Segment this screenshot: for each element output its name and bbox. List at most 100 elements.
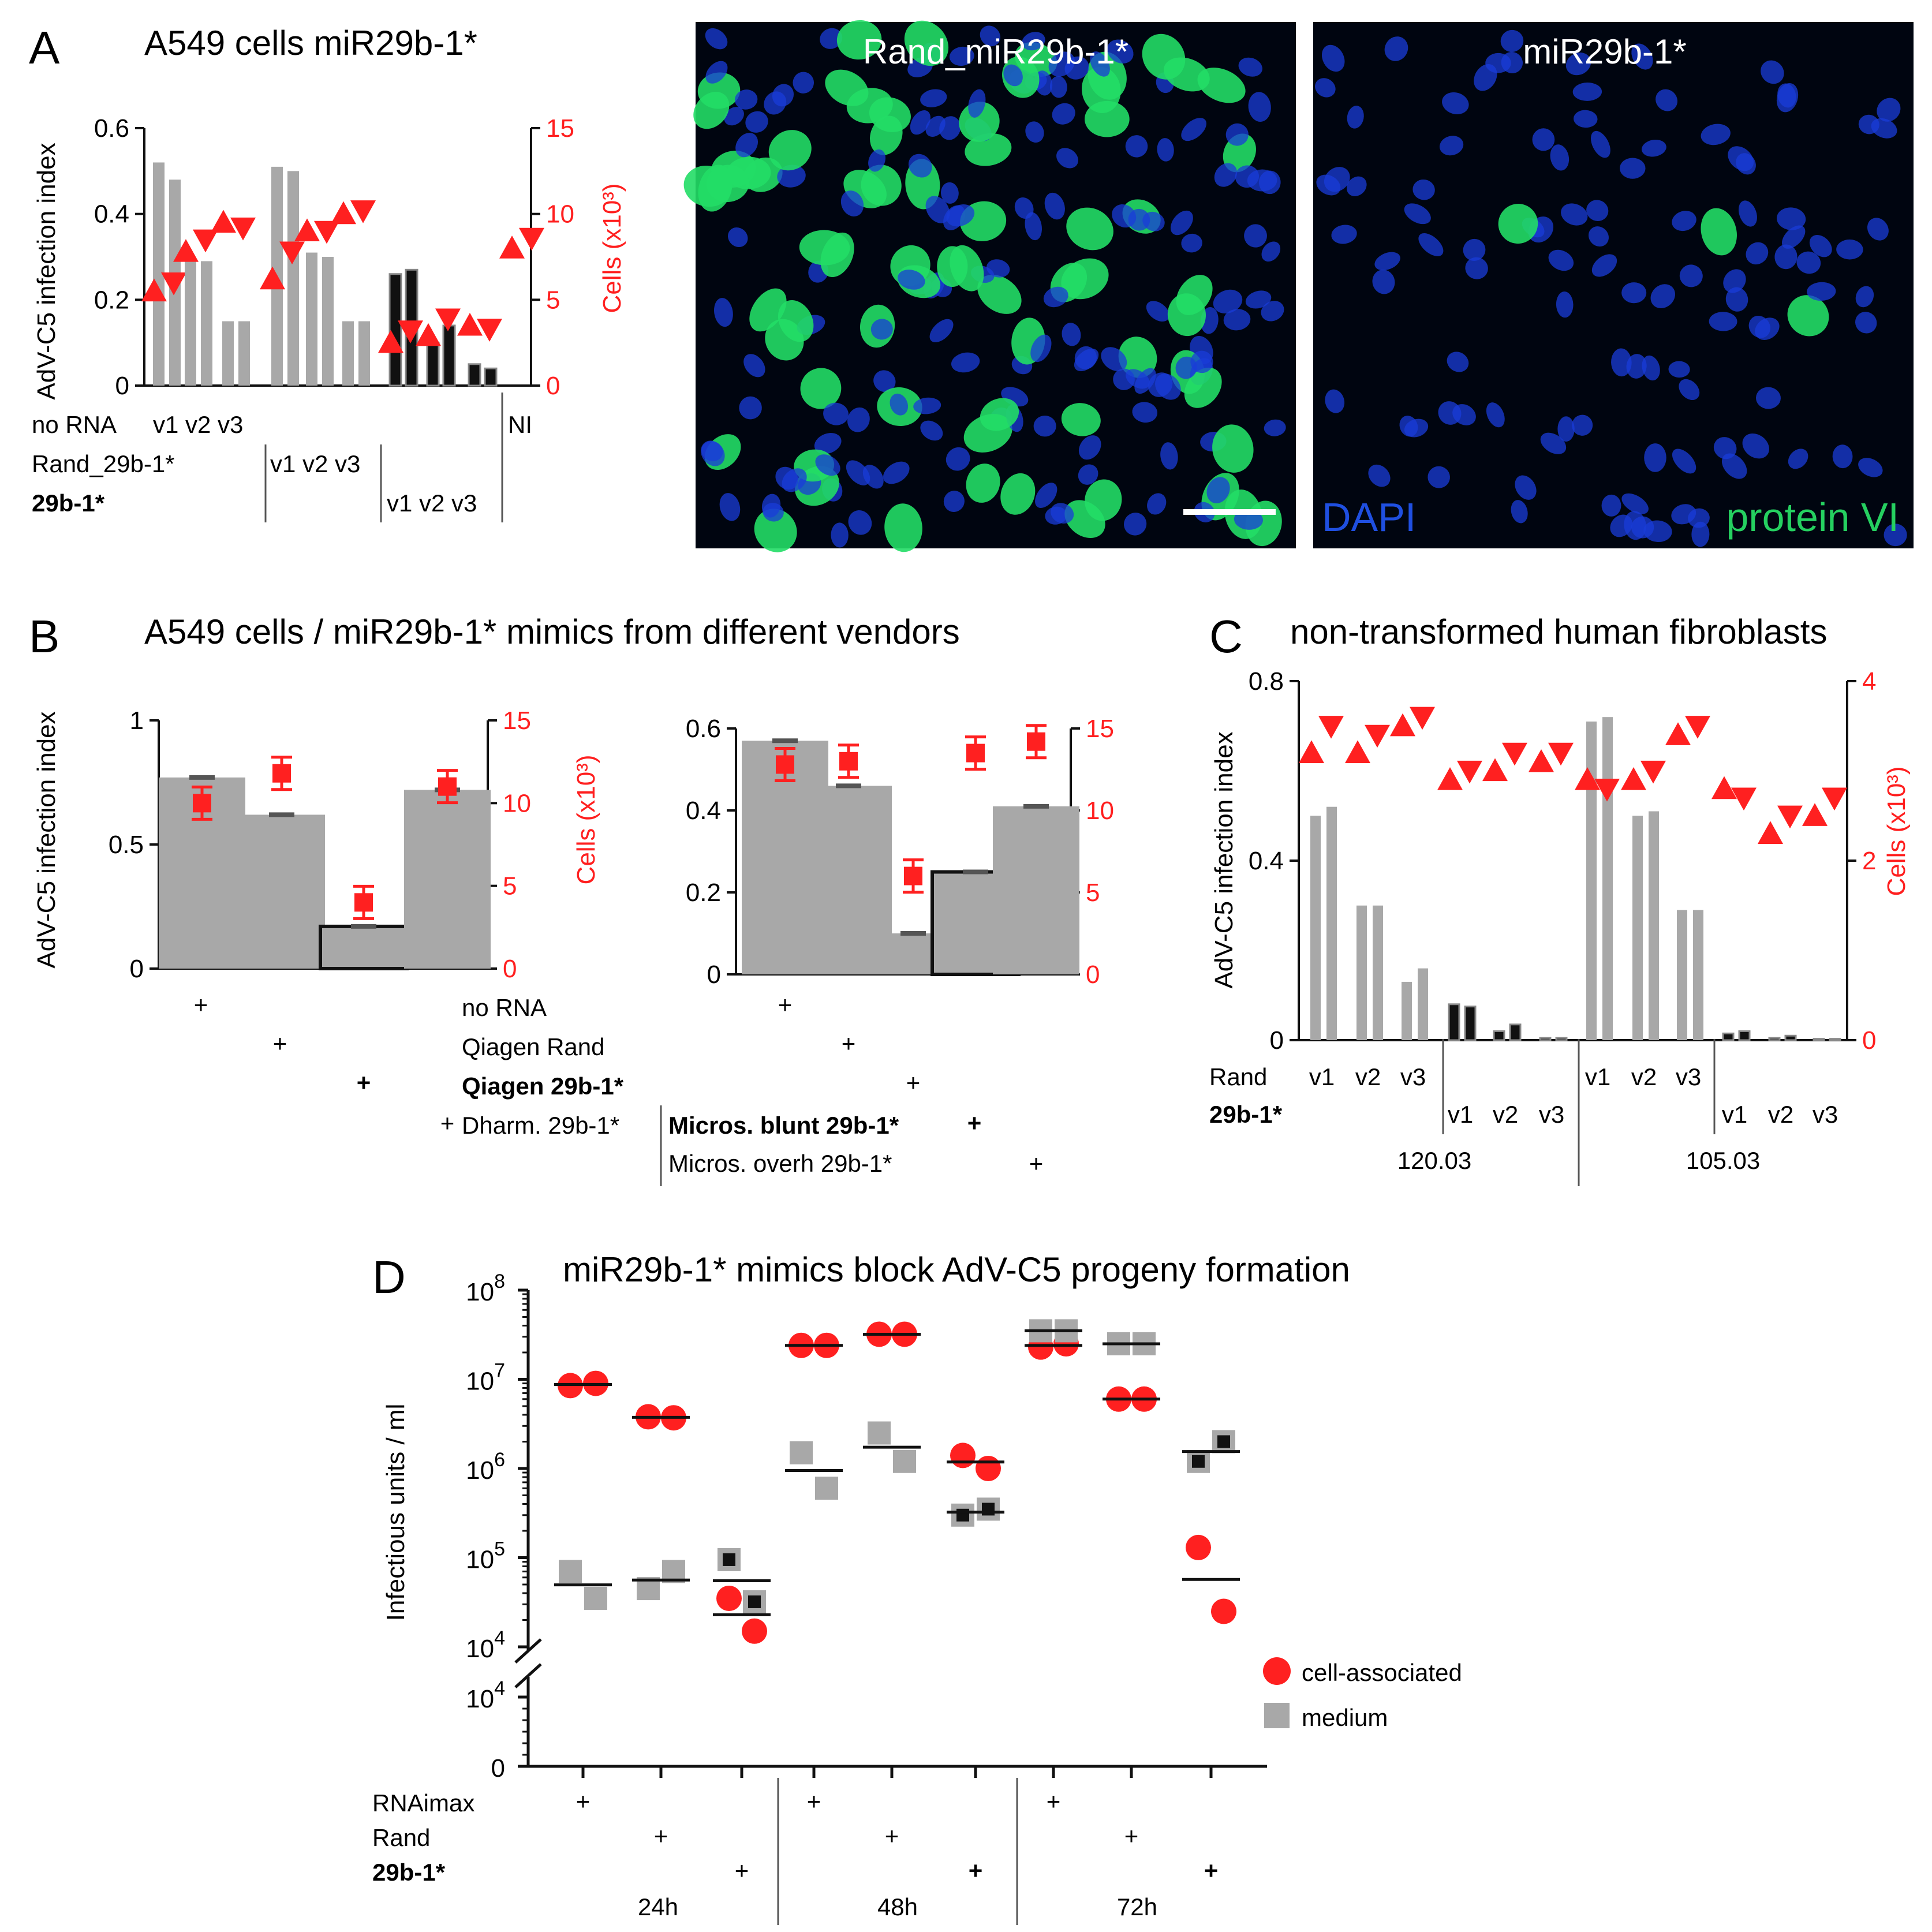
img2-nucleus-105	[1515, 475, 1537, 500]
panel-a-cells-down-2	[230, 217, 256, 241]
panel-a-ytick-label-2: 0.4	[94, 200, 129, 229]
plus-b-q29b-left: +	[357, 1069, 371, 1096]
panel-d-medium-core-8-0	[1192, 1455, 1205, 1468]
panel-a-chart: 0 0.2 0.4 0.6 0 5 10 15	[94, 114, 574, 400]
panel-b-left-y2tick-label-2: 10	[503, 789, 531, 817]
panel-c-ytick-label-2: 0.8	[1249, 667, 1284, 696]
panel-b-left-bar-1	[238, 814, 325, 969]
panel-c-bar-8-1	[1693, 910, 1703, 1040]
img2-nucleus-67	[1679, 379, 1700, 401]
panel-a-ytick-label-0: 0	[115, 372, 129, 400]
panel-d-lowtick-label-0: 104	[466, 1677, 505, 1713]
img2-nucleus-78	[1679, 264, 1703, 287]
panel-a-cells-up-0	[141, 278, 167, 302]
img1-nucleus-25	[951, 352, 980, 373]
panel-c-bar-3-1	[1464, 1006, 1477, 1041]
panel-c-bar-2-1	[1418, 968, 1428, 1040]
img2-nucleus-92	[1611, 348, 1632, 377]
panel-c-cells-up-0	[1299, 740, 1324, 763]
img2-nucleus-104	[1374, 252, 1400, 271]
img1-nucleus-175	[1043, 286, 1068, 308]
img2-nucleus-101	[1498, 204, 1538, 244]
panel-b-left-ytick-label-0: 0	[130, 955, 144, 983]
img1-nucleus-60	[873, 370, 896, 393]
panel-c-cells-up-1	[1345, 740, 1370, 763]
img2-nucleus-57	[1742, 433, 1769, 459]
panel-d-plus-2: +	[735, 1857, 749, 1884]
panel-a-bar-7-1	[442, 324, 456, 387]
img2-nucleus-77	[1399, 416, 1418, 437]
panel-c-tick-6: v1	[1585, 1063, 1610, 1090]
panel-c-cells-down-5	[1548, 742, 1574, 766]
img2-nucleus-93	[1427, 466, 1450, 488]
panel-b-right-cells-0	[776, 755, 794, 774]
img2-nucleus-12	[1776, 207, 1806, 230]
img2-nucleus-48	[1463, 238, 1486, 261]
panel-d-plus-1: +	[654, 1822, 668, 1849]
img1-nucleus-176	[1085, 479, 1122, 521]
img1-nucleus-98	[778, 300, 814, 342]
panel-c-tick-4: v2	[1493, 1101, 1518, 1128]
panel-b-left-bar-3	[404, 790, 491, 969]
img1-nucleus-48	[980, 25, 1001, 47]
panel-a-bar-4-0	[306, 252, 317, 386]
img1-nucleus-155	[897, 270, 925, 290]
panel-b-left-cells-0	[193, 794, 211, 813]
panel-b-right-cells-2	[904, 866, 922, 885]
img1-nucleus-131	[1167, 293, 1206, 337]
img2-nucleus-81	[1725, 287, 1748, 312]
img1-nucleus-13	[739, 396, 762, 420]
panel-b-row-q29b: Qiagen 29b-1*	[462, 1072, 624, 1100]
panel-a-cells-up-1	[173, 239, 199, 262]
img1-nucleus-166	[950, 245, 984, 292]
img2-nucleus-22	[1809, 235, 1832, 257]
img1-nucleus-42	[743, 354, 765, 378]
panel-a-row-rand: Rand_29b-1*	[32, 450, 175, 477]
panel-d-ytick-label-2: 106	[466, 1449, 505, 1485]
panel-c-ticks: v1 v2 v3 v1 v2 v3 v1 v2 v3 v1 v2 v3	[1309, 1063, 1838, 1128]
panel-c-bar-1-1	[1373, 905, 1383, 1040]
micrograph-mir29b: miR29b-1* DAPI protein VI	[1313, 22, 1914, 548]
img2-nucleus-69	[1832, 444, 1853, 469]
img1-nucleus-163	[1214, 163, 1238, 187]
panel-a-ylabel2: Cells (x10³)	[598, 184, 626, 313]
panel-a-bar-0-0	[153, 162, 165, 386]
img2-nucleus-87	[1672, 211, 1696, 231]
img1-nucleus-105	[1118, 337, 1157, 378]
img1-nucleus-62	[910, 110, 931, 135]
img1-nucleus-15	[754, 509, 797, 552]
img1-nucleus-144	[1084, 100, 1130, 137]
img1-nucleus-106	[1035, 483, 1057, 508]
panel-a-title: A549 cells miR29b-1*	[144, 24, 477, 62]
panel-d-title: miR29b-1* mimics block AdV-C5 progeny fo…	[563, 1250, 1350, 1289]
protein-vi-label: protein VI	[1726, 495, 1899, 540]
panel-a-cells-down-0	[161, 272, 186, 296]
img1-nucleus-192	[868, 149, 886, 172]
img1-nucleus-40	[1000, 473, 1036, 515]
panel-d-lowtick-label-1: 0	[491, 1754, 505, 1782]
img2-nucleus-100	[1668, 361, 1690, 378]
img2-nucleus-33	[1572, 414, 1593, 436]
panel-c-tick-8: v3	[1676, 1063, 1701, 1090]
img2-nucleus-82	[1346, 176, 1367, 197]
img2-nucleus-59	[1748, 315, 1770, 338]
img1-nucleus-208	[941, 182, 959, 204]
img2-nucleus-109	[1755, 387, 1781, 409]
panel-b-right-y2tick-label-2: 10	[1086, 797, 1114, 825]
img1-nucleus-149	[823, 402, 849, 425]
img1-nucleus-91	[1078, 435, 1101, 460]
panel-c-cells-up-4	[1482, 758, 1508, 782]
panel-c-bar-5-1	[1555, 1037, 1568, 1041]
panel-a-cells-down-1	[193, 229, 218, 253]
img1-nucleus-184	[701, 441, 723, 462]
img1-nucleus-81	[1147, 493, 1167, 515]
panel-b-right-y2tick-label-0: 0	[1086, 961, 1100, 989]
img2-nucleus-7	[1372, 270, 1395, 294]
img1-nucleus-7	[920, 420, 943, 441]
img2-nucleus-63	[1884, 524, 1907, 547]
panel-b-row-blunt: Micros. blunt 29b-1*	[668, 1112, 899, 1139]
img1-nucleus-180	[768, 130, 812, 171]
panel-c-bar-9-0	[1722, 1032, 1735, 1041]
img1-nucleus-177	[1061, 403, 1101, 436]
